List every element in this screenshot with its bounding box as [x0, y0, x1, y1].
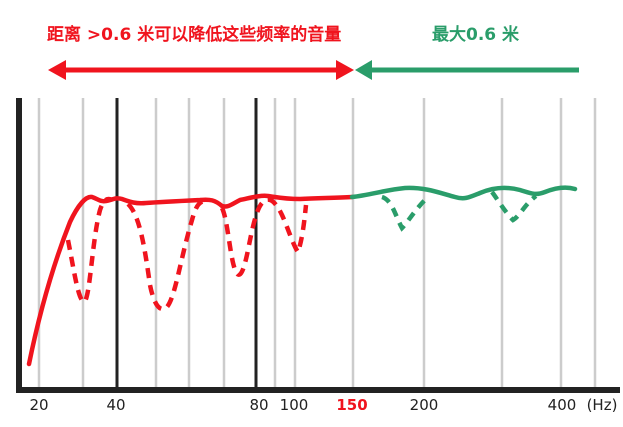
x-tick-100: 100	[279, 396, 309, 414]
red-dashed-series	[65, 196, 309, 312]
green-dashed-series	[381, 190, 538, 232]
x-tick-80: 80	[249, 396, 269, 414]
red-range-arrow	[48, 60, 354, 80]
far-distance-label: 距离 >0.6 米可以降低这些频率的音量	[47, 25, 342, 45]
green-solid-series	[349, 185, 578, 201]
axes	[16, 98, 620, 393]
x-tick-40: 40	[106, 396, 126, 414]
x-tick-20: 20	[29, 396, 49, 414]
y-axis	[16, 98, 22, 392]
gridlines	[37, 98, 597, 388]
x-tick-400: 400	[547, 396, 577, 414]
near-distance-label: 最大0.6 米	[432, 25, 520, 45]
x-axis-unit: (Hz)	[586, 396, 618, 414]
x-tick-150: 150	[336, 396, 368, 414]
emphasized-gridlines	[115, 98, 258, 388]
red-solid-series	[26, 193, 355, 367]
x-axis	[16, 387, 620, 393]
green-range-arrow	[355, 60, 579, 80]
x-tick-200: 200	[409, 396, 439, 414]
